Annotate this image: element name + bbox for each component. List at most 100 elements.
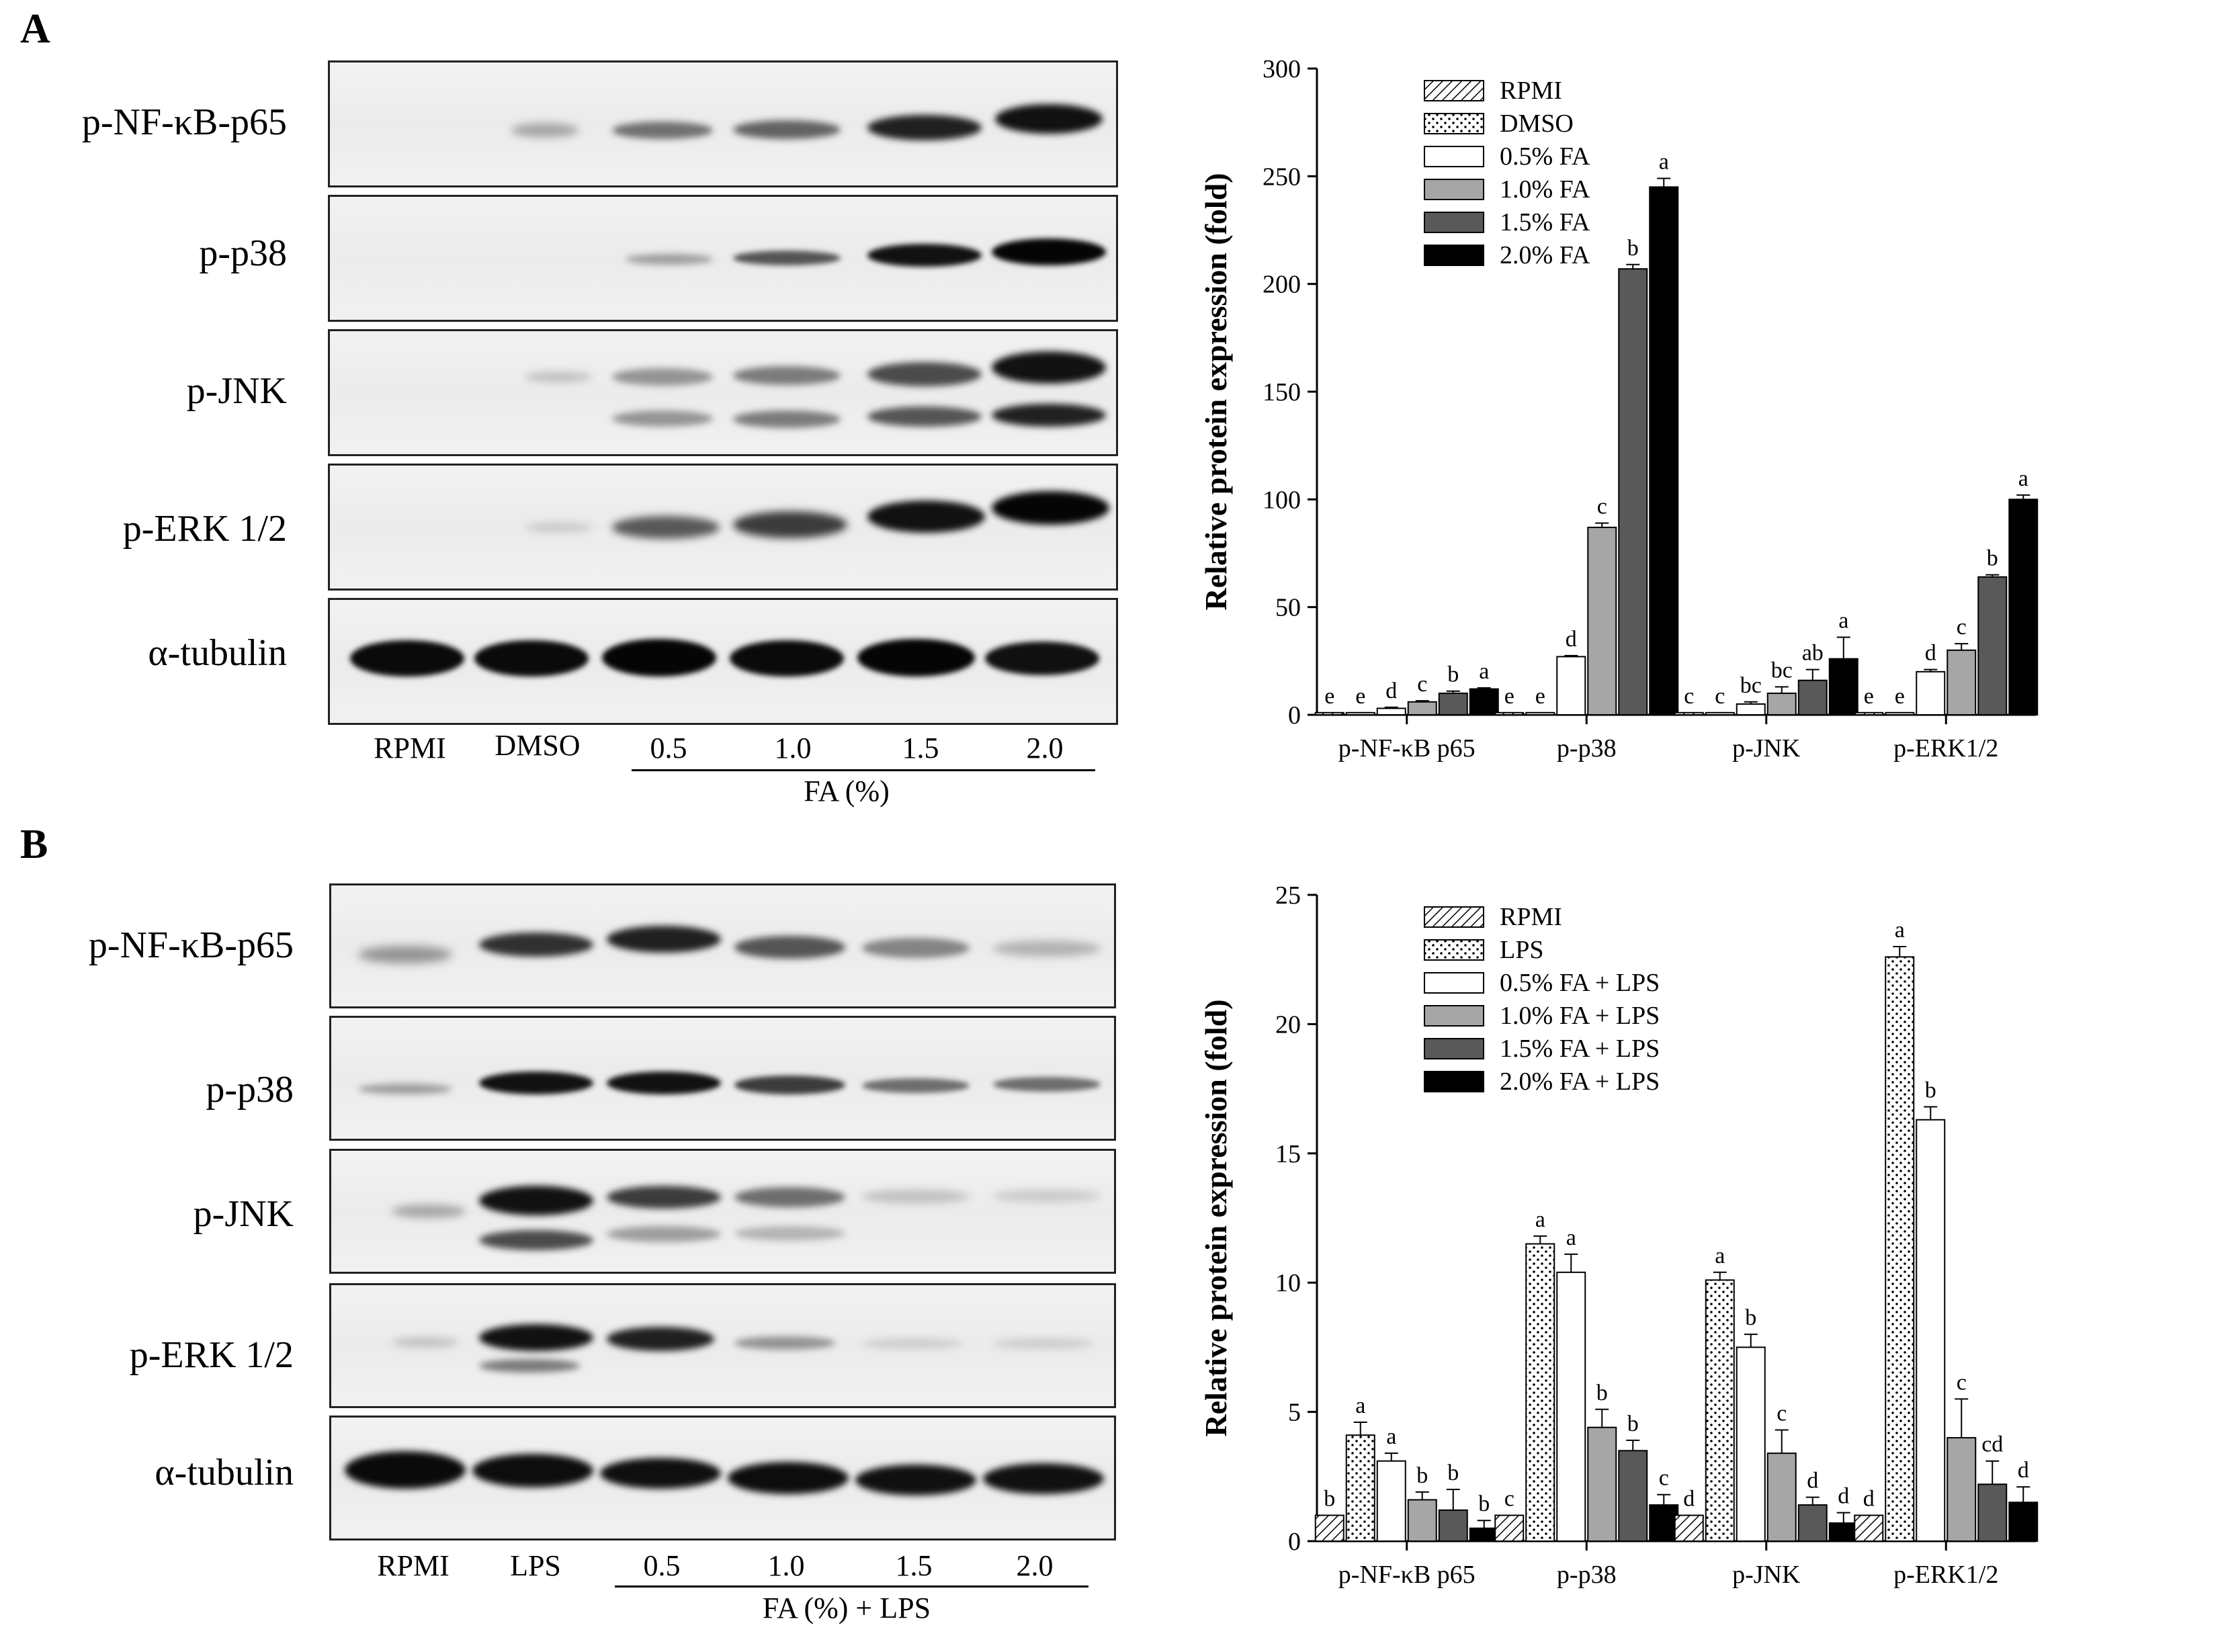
bar <box>1766 1452 1797 1542</box>
bar <box>1556 1271 1586 1542</box>
significance-letter: a <box>1386 1424 1396 1449</box>
band <box>392 1205 466 1218</box>
blot-b-row-label-erk: p-ERK 1/2 <box>129 1334 294 1376</box>
band <box>607 1072 721 1094</box>
band <box>511 123 579 138</box>
blot-b-lane-label: RPMI <box>377 1549 450 1582</box>
significance-letter: b <box>1596 1381 1608 1405</box>
significance-letter: a <box>1535 1207 1545 1232</box>
legend-swatch <box>1424 1005 1484 1027</box>
bar <box>1854 711 1884 716</box>
blot-a-bracket <box>632 769 1095 771</box>
bar <box>1766 692 1797 716</box>
significance-letter: bc <box>1740 673 1762 698</box>
legend-label: 2.0% FA <box>1500 241 1590 269</box>
significance-letter: a <box>1355 1393 1365 1418</box>
blot-a-lane-label: 1.0 <box>774 732 812 765</box>
blot-b-lane-label: 2.0 <box>1016 1549 1054 1582</box>
significance-letter: d <box>2018 1458 2029 1483</box>
x-tick-label: p-ERK1/2 <box>1893 1561 1998 1589</box>
bar <box>1977 576 2008 715</box>
legend-swatch <box>1424 212 1484 233</box>
blot-a-strip-jnk <box>328 329 1118 456</box>
significance-letter: c <box>1504 1487 1514 1512</box>
legend-label: RPMI <box>1500 77 1562 105</box>
significance-letter: a <box>2018 466 2028 491</box>
band <box>350 640 464 677</box>
blot-b-row-label-jnk: p-JNK <box>193 1193 294 1235</box>
significance-letter: e <box>1324 684 1334 709</box>
significance-letter: b <box>1324 1487 1335 1512</box>
significance-letter: d <box>1683 1487 1695 1512</box>
blot-a-row-label-p38: p-p38 <box>199 232 287 274</box>
band <box>993 1077 1101 1092</box>
bar <box>1916 1119 1946 1542</box>
band <box>345 1451 466 1489</box>
blot-a-row-label-erk: p-ERK 1/2 <box>122 508 287 550</box>
bar <box>1314 711 1344 716</box>
band <box>993 941 1101 957</box>
x-tick-label: p-NF-κB p65 <box>1338 734 1476 763</box>
band <box>612 368 713 386</box>
band <box>525 372 592 382</box>
band <box>734 1187 845 1207</box>
blot-a-strip-p38 <box>328 195 1118 322</box>
band <box>733 511 847 538</box>
significance-letter: a <box>1895 918 1905 943</box>
significance-letter: d <box>1566 627 1577 652</box>
significance-letter: e <box>1895 684 1905 709</box>
chart-a: 0 50 100 150 200 250 300 Relative protein expre… <box>1199 55 2039 763</box>
blot-a-strip-tubulin <box>328 598 1118 725</box>
legend-label: 0.5% FA <box>1500 142 1590 171</box>
band <box>626 254 713 265</box>
band <box>602 639 716 677</box>
blot-a-row-label-jnk: p-JNK <box>186 370 287 412</box>
bar <box>1674 1514 1704 1542</box>
band <box>733 366 841 385</box>
legend-label: RPMI <box>1500 903 1562 931</box>
x-tick-label: p-ERK1/2 <box>1893 734 1998 763</box>
band <box>867 115 982 140</box>
bar <box>1587 1426 1617 1542</box>
blot-b-row-label-tubulin: α-tubulin <box>155 1452 294 1493</box>
y-tick-label: 100 <box>1263 486 1301 514</box>
x-tick-label: p-NF-κB p65 <box>1338 1561 1476 1589</box>
legend-swatch <box>1424 80 1484 101</box>
y-tick-label: 20 <box>1275 1010 1301 1039</box>
band <box>862 1078 970 1093</box>
blot-a-lane-label: RPMI <box>374 732 446 765</box>
legend-swatch <box>1424 146 1484 167</box>
bar <box>1885 711 1915 716</box>
bar <box>1916 670 1946 715</box>
band <box>857 639 975 677</box>
bar <box>1885 956 1915 1542</box>
blot-a-lane-label: 0.5 <box>650 732 687 765</box>
bar <box>1407 1499 1437 1542</box>
significance-letter: e <box>1355 684 1365 709</box>
legend-swatch <box>1424 245 1484 266</box>
band <box>734 1226 845 1241</box>
bar <box>1947 1437 1977 1542</box>
bar <box>1556 656 1586 715</box>
band <box>867 362 982 386</box>
legend-label: 1.0% FA <box>1500 175 1590 204</box>
blot-a-lane-label: DMSO <box>495 729 581 762</box>
significance-letter: a <box>1659 150 1669 175</box>
bar <box>1376 1460 1406 1542</box>
band <box>358 1084 452 1094</box>
band <box>472 1454 593 1487</box>
band <box>862 1190 970 1203</box>
significance-letter: e <box>1864 684 1874 709</box>
band <box>607 1226 721 1242</box>
band <box>734 1076 845 1094</box>
blot-b-lane-label: 0.5 <box>643 1549 681 1582</box>
band <box>612 516 720 539</box>
band <box>993 1339 1094 1348</box>
significance-letter: d <box>1807 1469 1818 1493</box>
band <box>862 1339 963 1348</box>
bar <box>1376 707 1406 716</box>
significance-letter: d <box>1863 1487 1875 1512</box>
bar <box>1587 527 1617 716</box>
band <box>607 1186 721 1209</box>
bar <box>1828 1522 1858 1542</box>
